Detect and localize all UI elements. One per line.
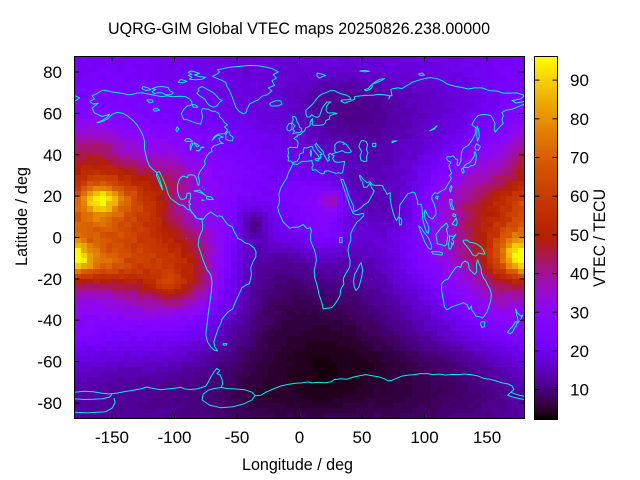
svg-text:30: 30 (570, 303, 589, 322)
svg-text:-20: -20 (37, 270, 62, 289)
svg-text:10: 10 (570, 381, 589, 400)
svg-text:150: 150 (473, 428, 501, 447)
svg-text:-50: -50 (225, 428, 250, 447)
svg-text:-40: -40 (37, 311, 62, 330)
svg-text:50: 50 (570, 226, 589, 245)
svg-text:-80: -80 (37, 394, 62, 413)
svg-text:80: 80 (43, 63, 62, 82)
svg-text:0: 0 (53, 229, 62, 248)
svg-text:100: 100 (410, 428, 438, 447)
svg-text:-100: -100 (157, 428, 191, 447)
svg-text:UQRG-GIM Global VTEC maps 2025: UQRG-GIM Global VTEC maps 20250826.238.0… (108, 19, 490, 38)
svg-text:Longitude / deg: Longitude / deg (242, 455, 353, 474)
svg-text:20: 20 (43, 187, 62, 206)
svg-text:20: 20 (570, 342, 589, 361)
svg-text:-150: -150 (95, 428, 129, 447)
svg-text:80: 80 (570, 110, 589, 129)
svg-text:VTEC / TECU: VTEC / TECU (590, 189, 609, 287)
svg-text:Latitude / deg: Latitude / deg (12, 167, 31, 266)
svg-text:60: 60 (570, 187, 589, 206)
svg-text:0: 0 (295, 428, 304, 447)
svg-text:40: 40 (43, 146, 62, 165)
svg-text:-60: -60 (37, 353, 62, 372)
svg-text:40: 40 (570, 265, 589, 284)
svg-text:60: 60 (43, 104, 62, 123)
svg-text:70: 70 (570, 149, 589, 168)
svg-text:50: 50 (353, 428, 372, 447)
svg-text:90: 90 (570, 71, 589, 90)
